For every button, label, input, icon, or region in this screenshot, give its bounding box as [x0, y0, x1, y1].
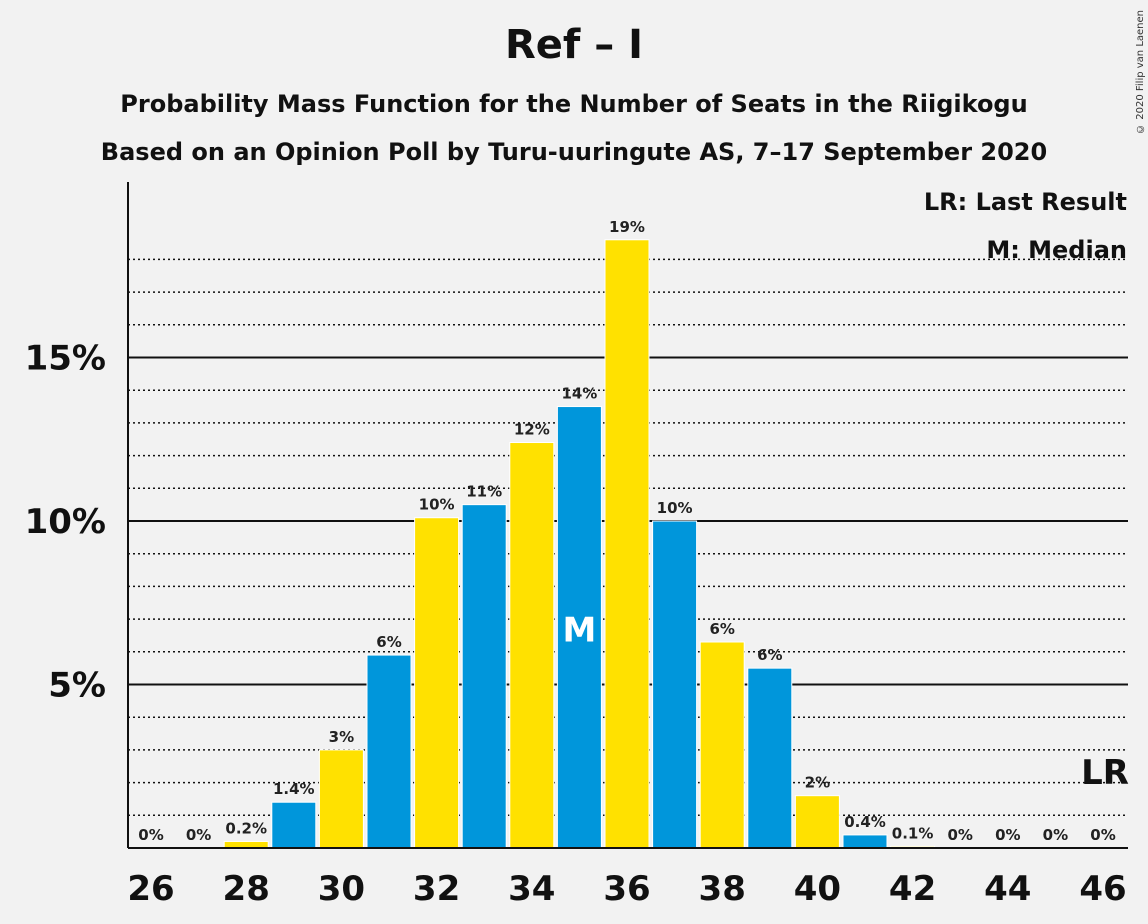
bars: 0% 0% 0.2% 1.4% 3% 6% 10% 11% 12% 14% M 19% 10% 6% 6% 2…	[138, 218, 1129, 849]
data-label: 6%	[376, 633, 401, 651]
legend-median: M: Median	[986, 236, 1127, 264]
chart-subtitle: Probability Mass Function for the Number…	[120, 90, 1028, 118]
data-label: 10%	[657, 499, 693, 517]
last-result-marker: LR	[1081, 753, 1129, 793]
data-label: 19%	[609, 218, 645, 236]
bar	[271, 801, 317, 849]
data-label: 0%	[995, 826, 1020, 844]
legend-last-result: LR: Last Result	[924, 188, 1127, 216]
axes: 5% 10% 15% 26 28 30 32 34 36 38 40 42 44 46	[25, 182, 1128, 909]
bar	[556, 406, 602, 849]
bar	[509, 442, 555, 849]
x-tick-label: 38	[699, 869, 746, 909]
bar	[699, 641, 745, 849]
data-label: 3%	[329, 728, 354, 746]
data-label: 0%	[186, 826, 211, 844]
bar	[414, 517, 460, 849]
x-tick-label: 46	[1079, 869, 1126, 909]
bar	[794, 795, 840, 849]
y-tick-label: 10%	[25, 502, 106, 542]
x-tick-label: 34	[508, 869, 555, 909]
data-label: 0.1%	[892, 824, 934, 842]
x-tick-label: 26	[127, 869, 174, 909]
bar	[652, 520, 698, 849]
bar	[604, 239, 650, 849]
x-tick-label: 28	[223, 869, 270, 909]
data-label: 1.4%	[273, 780, 315, 798]
x-tick-label: 44	[984, 869, 1031, 909]
chart-title: Ref – I	[504, 22, 644, 68]
bar	[318, 749, 364, 849]
data-label: 10%	[419, 496, 455, 514]
data-label: 0%	[947, 826, 972, 844]
median-marker: M	[562, 610, 596, 650]
data-label: 14%	[561, 385, 597, 403]
y-tick-label: 15%	[25, 339, 106, 379]
data-label: 0.2%	[225, 819, 267, 837]
data-label: 6%	[757, 646, 782, 664]
bar	[842, 834, 888, 849]
data-label: 6%	[709, 620, 734, 638]
data-label: 2%	[805, 774, 830, 792]
x-tick-label: 32	[413, 869, 460, 909]
x-tick-label: 36	[603, 869, 650, 909]
data-label: 12%	[514, 421, 550, 439]
x-tick-label: 42	[889, 869, 936, 909]
x-tick-label: 30	[318, 869, 365, 909]
bar	[461, 504, 507, 849]
chart-subtitle-poll: Based on an Opinion Poll by Turu-uuringu…	[100, 138, 1048, 166]
data-label: 0%	[138, 826, 163, 844]
data-label: 0%	[1043, 826, 1068, 844]
data-label: 0%	[1090, 826, 1115, 844]
data-label: 11%	[466, 483, 502, 501]
bar	[366, 654, 412, 849]
data-label: 0.4%	[844, 813, 886, 831]
y-tick-label: 5%	[48, 666, 106, 706]
bar	[747, 667, 793, 849]
x-tick-label: 40	[794, 869, 841, 909]
